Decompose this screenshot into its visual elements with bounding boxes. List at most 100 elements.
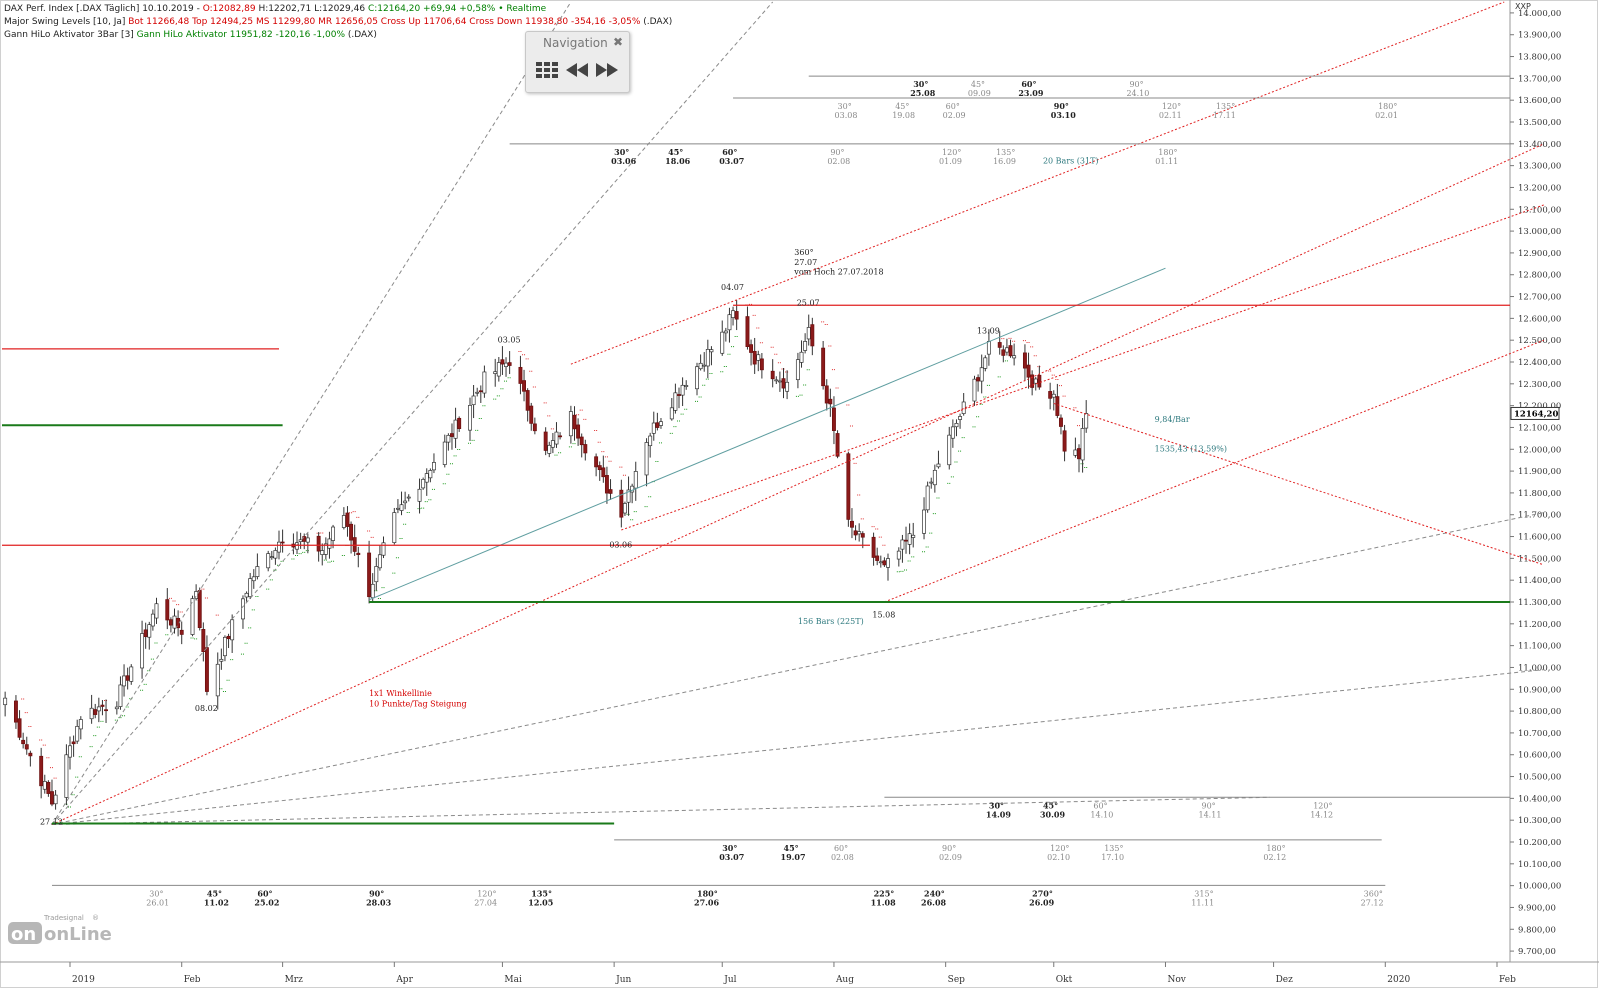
candle-body <box>118 684 123 707</box>
grid-menu-icon[interactable] <box>534 58 560 82</box>
candle-body <box>323 543 328 555</box>
candle-body <box>478 390 483 393</box>
candle-body <box>547 444 552 454</box>
gann-degree: 135° <box>996 148 1015 157</box>
candle-body <box>723 330 728 334</box>
candle-body <box>961 401 966 414</box>
gann-degree: 135° <box>1104 844 1123 853</box>
candle-body <box>907 533 912 545</box>
annotations: 1x1 Winkellinie 10 Punkte/Tag Steigung 360… <box>369 156 1227 708</box>
y-tick-label: 11.100,00 <box>1518 642 1561 652</box>
y-tick-label: 13.900,00 <box>1518 31 1561 41</box>
y-tick-label: 14.000,00 <box>1518 9 1561 19</box>
y-tick-label: 9.800,00 <box>1518 925 1556 935</box>
candle-body <box>194 591 199 600</box>
candle-body <box>1030 374 1035 388</box>
chart-annotation: vom Hoch 27.07.2018 <box>793 268 883 277</box>
candle-body <box>1051 393 1056 398</box>
candle-body <box>244 592 249 598</box>
gann-date: 30.09 <box>1040 809 1065 819</box>
header-symbol-line: DAX Perf. Index [.DAX Täglich] 10.10.201… <box>4 4 546 14</box>
y-tick-label: 13.700,00 <box>1518 74 1561 84</box>
candle-body <box>46 781 51 794</box>
gann-date: 02.09 <box>943 111 966 120</box>
candle-body <box>911 534 916 538</box>
chart-annotation: 20 Bars (31T) <box>1043 156 1099 165</box>
candle-body <box>50 791 54 805</box>
rewind-icon[interactable] <box>564 58 590 82</box>
gann-time-rows: 30°26.0145°11.0260°25.0290°28.03120°27.0… <box>51 75 1510 907</box>
candle-body <box>1008 345 1013 357</box>
candle-body <box>1048 391 1053 399</box>
gann-date: 18.06 <box>665 156 690 166</box>
candle-body <box>770 370 775 380</box>
candle-body <box>568 411 573 437</box>
header-segment: C:12164,20 +69,94 +0,58% • Realtime <box>367 4 547 14</box>
gann-date: 03.06 <box>611 156 636 166</box>
candle-body <box>453 419 458 439</box>
fast-forward-icon[interactable] <box>594 58 620 82</box>
candle-body <box>850 520 854 528</box>
y-tick-label: 11.300,00 <box>1518 598 1561 608</box>
gann-date: 09.09 <box>968 89 991 98</box>
candle-body <box>305 537 310 543</box>
candle-body <box>799 351 804 363</box>
candle-body <box>39 755 44 787</box>
header-segment: Bot 11266,48 Top 12494,25 MS 11299,80 MR… <box>128 17 641 27</box>
candle-body <box>457 417 462 429</box>
candle-body <box>17 718 22 738</box>
candle-body <box>929 481 934 484</box>
header-segment: Gann HiLo Aktivator 3Bar [3] <box>4 30 137 40</box>
candle-body <box>734 311 739 320</box>
header-gann-hilo-line: Gann HiLo Aktivator 3Bar [3] Gann HiLo A… <box>4 30 377 40</box>
gann-date: 26.08 <box>921 897 946 907</box>
candle-body <box>1080 428 1085 461</box>
candle-body <box>42 781 47 790</box>
candle-body <box>201 629 206 653</box>
y-tick-label: 11.500,00 <box>1518 554 1561 564</box>
trend-line-fan <box>51 1 572 825</box>
candle-body <box>403 500 408 504</box>
y-tick-label: 13.100,00 <box>1518 205 1561 215</box>
candle-body <box>572 414 577 430</box>
gann-date: 24.10 <box>1126 89 1149 98</box>
x-tick-label: Jun <box>615 975 631 985</box>
candle-body <box>96 706 101 712</box>
candle-body <box>125 675 130 681</box>
swing-date-label: 25.07 <box>797 298 820 307</box>
gann-degree: 60° <box>946 102 960 111</box>
candle-body <box>143 629 148 638</box>
y-tick-label: 13.500,00 <box>1518 118 1561 128</box>
gann-date: 11.11 <box>1191 898 1214 907</box>
candle-body <box>810 324 815 347</box>
gann-date: 26.09 <box>1029 897 1054 907</box>
candle-body <box>295 542 299 550</box>
candle-body <box>345 512 350 527</box>
candle-body <box>269 556 274 559</box>
candle-body <box>846 453 851 520</box>
y-tick-label: 11.700,00 <box>1518 511 1561 521</box>
candle-body <box>370 583 375 599</box>
y-tick-label: 10.400,00 <box>1518 794 1561 804</box>
gann-degree: 45° <box>971 80 985 89</box>
close-icon[interactable]: ✖ <box>612 35 623 49</box>
candle-body <box>871 536 876 558</box>
candle-body <box>922 509 926 534</box>
gann-date: 02.10 <box>1047 853 1070 862</box>
trend-line-channel <box>1053 402 1545 566</box>
trend-line-channel <box>621 204 1545 531</box>
candle-body <box>172 615 177 629</box>
navigation-panel[interactable]: Navigation ✖ <box>525 31 630 93</box>
candle-body <box>821 347 826 387</box>
gann-date: 27.12 <box>1361 898 1384 907</box>
y-tick-label: 9.900,00 <box>1518 903 1556 913</box>
gann-date: 25.02 <box>254 897 279 907</box>
candle-body <box>280 541 285 544</box>
candle-body <box>677 394 681 396</box>
candle-body <box>886 558 890 568</box>
candle-body <box>1084 413 1089 429</box>
gann-date: 19.07 <box>781 852 806 862</box>
candle-body <box>241 598 245 620</box>
